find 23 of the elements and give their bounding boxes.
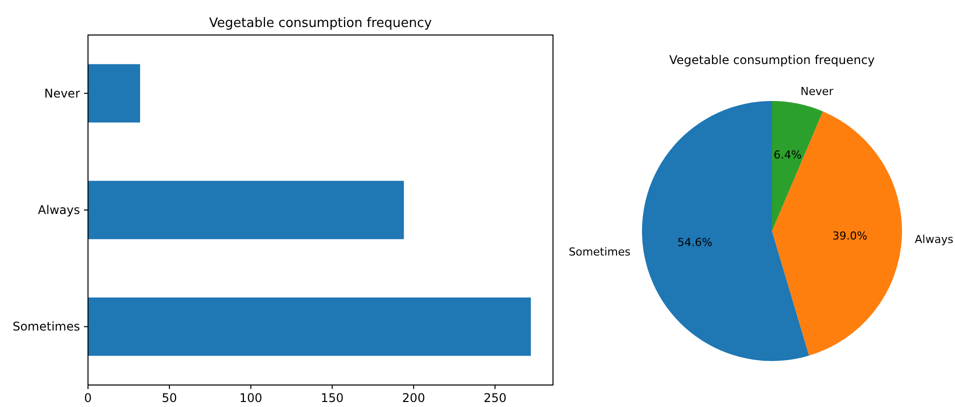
- x-tick-label: 200: [402, 391, 426, 405]
- y-tick-label: Always: [38, 203, 80, 217]
- slice-label: Always: [914, 233, 954, 246]
- chart-title: Vegetable consumption frequency: [209, 16, 432, 31]
- y-tick-label: Never: [44, 86, 80, 100]
- bar: [88, 64, 140, 122]
- data-label: 39.0%: [832, 229, 868, 242]
- y-tick-label: Sometimes: [12, 320, 80, 334]
- x-tick-label: 100: [239, 391, 262, 405]
- slice-label: Never: [800, 84, 834, 98]
- bar: [88, 298, 531, 356]
- data-label: 54.6%: [677, 236, 712, 250]
- x-tick-label: 150: [320, 391, 344, 405]
- slice-label: Sometimes: [568, 246, 631, 259]
- bar: [88, 180, 404, 240]
- x-tick-label: 250: [484, 391, 506, 405]
- pie-slice: [772, 111, 902, 356]
- data-label: 6.4%: [774, 148, 802, 162]
- chart-title: Vegetable consumption frequency: [669, 53, 875, 67]
- x-tick-label: 50: [162, 391, 178, 405]
- pie-slice: [772, 101, 823, 231]
- x-tick-label: 0: [84, 391, 92, 405]
- pie-slice: [642, 101, 810, 361]
